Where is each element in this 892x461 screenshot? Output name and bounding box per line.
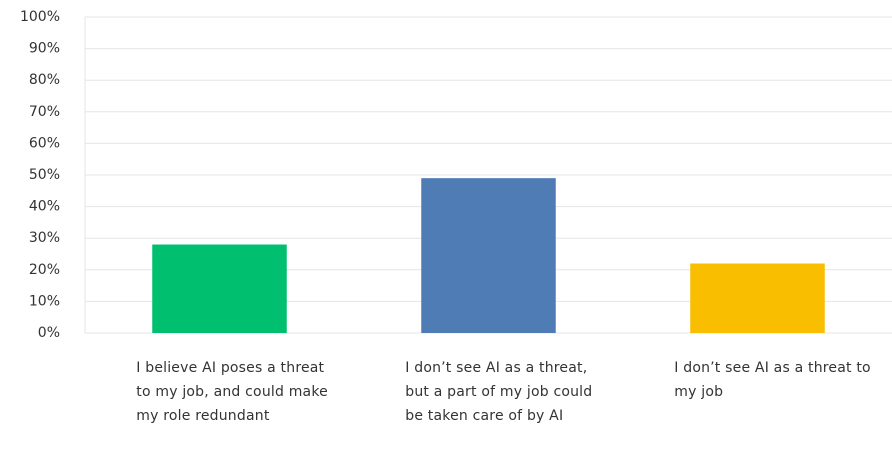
y-tick-label: 30% xyxy=(29,230,60,246)
y-tick-label: 100% xyxy=(20,9,60,25)
x-tick-label: I don’t see AI as a threat to my job xyxy=(674,360,871,400)
y-tick-label: 80% xyxy=(29,72,60,88)
x-tick-label: I believe AI poses a threat to my job, a… xyxy=(136,360,328,424)
y-tick-label: 60% xyxy=(29,135,60,151)
x-tick-label: I don’t see AI as a threat, but a part o… xyxy=(405,360,593,424)
y-tick-label: 40% xyxy=(29,199,60,215)
y-tick-label: 0% xyxy=(38,325,60,341)
bar xyxy=(421,178,556,333)
bar xyxy=(690,263,825,333)
bar xyxy=(152,244,287,333)
y-tick-label: 50% xyxy=(29,167,60,183)
y-tick-label: 10% xyxy=(29,293,60,309)
y-tick-label: 90% xyxy=(29,41,60,57)
y-tick-label: 20% xyxy=(29,262,60,278)
y-tick-label: 70% xyxy=(29,104,60,120)
